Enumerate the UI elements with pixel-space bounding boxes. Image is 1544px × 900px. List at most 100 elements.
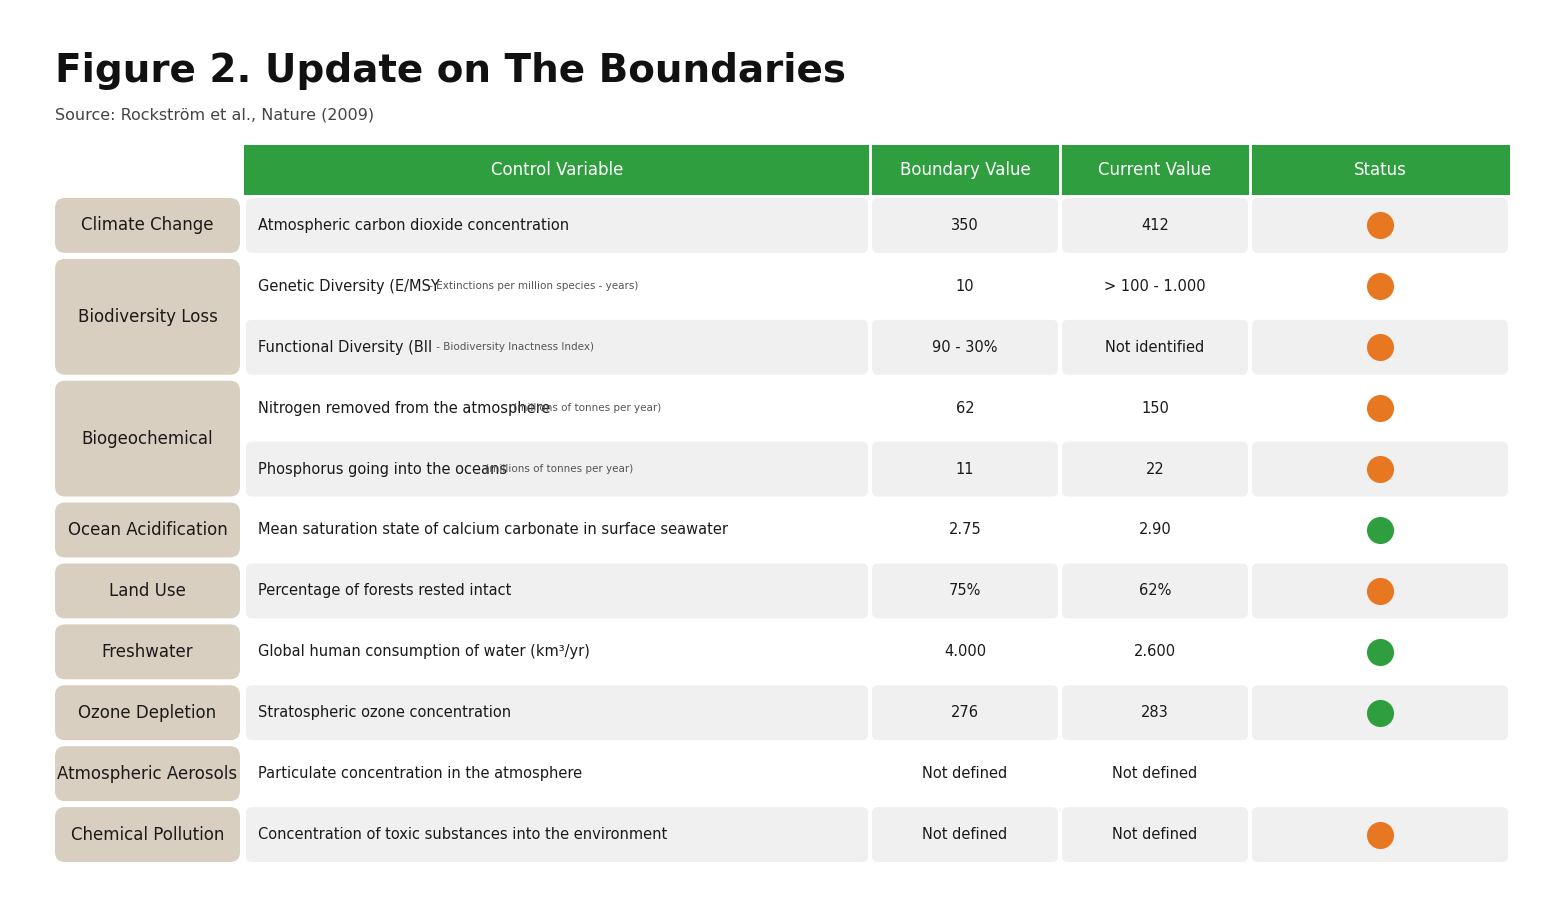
Text: Not identified: Not identified xyxy=(1106,340,1204,355)
Text: Chemical Pollution: Chemical Pollution xyxy=(71,825,224,843)
FancyBboxPatch shape xyxy=(56,381,239,497)
Text: Global human consumption of water (km³/yr): Global human consumption of water (km³/y… xyxy=(258,644,590,660)
FancyBboxPatch shape xyxy=(245,259,868,314)
FancyBboxPatch shape xyxy=(1062,685,1248,740)
Text: 2.600: 2.600 xyxy=(1133,644,1177,660)
FancyBboxPatch shape xyxy=(872,442,1058,497)
Text: Current Value: Current Value xyxy=(1098,161,1212,179)
FancyBboxPatch shape xyxy=(1252,807,1508,862)
FancyBboxPatch shape xyxy=(1252,502,1508,557)
Text: 412: 412 xyxy=(1141,218,1169,233)
Text: Boundary Value: Boundary Value xyxy=(900,161,1030,179)
FancyBboxPatch shape xyxy=(1252,320,1508,374)
FancyBboxPatch shape xyxy=(872,807,1058,862)
Text: 22: 22 xyxy=(1146,462,1164,477)
Text: Functional Diversity (BII: Functional Diversity (BII xyxy=(258,340,432,355)
FancyBboxPatch shape xyxy=(872,259,1058,314)
FancyBboxPatch shape xyxy=(1252,381,1508,436)
FancyBboxPatch shape xyxy=(1062,320,1248,374)
FancyBboxPatch shape xyxy=(1062,807,1248,862)
FancyBboxPatch shape xyxy=(245,746,868,801)
FancyBboxPatch shape xyxy=(1062,198,1248,253)
Text: Phosphorus going into the oceans: Phosphorus going into the oceans xyxy=(258,462,506,477)
Point xyxy=(1368,584,1393,598)
Text: (millions of tonnes per year): (millions of tonnes per year) xyxy=(510,403,661,413)
Text: Mean saturation state of calcium carbonate in surface seawater: Mean saturation state of calcium carbona… xyxy=(258,523,729,537)
FancyBboxPatch shape xyxy=(245,442,868,497)
FancyBboxPatch shape xyxy=(1062,502,1248,557)
Text: 283: 283 xyxy=(1141,706,1169,720)
FancyBboxPatch shape xyxy=(1062,259,1248,314)
Text: - Biodiversity Inactness Index): - Biodiversity Inactness Index) xyxy=(432,342,594,352)
Text: Atmospheric Aerosols: Atmospheric Aerosols xyxy=(57,765,238,783)
FancyBboxPatch shape xyxy=(245,807,868,862)
FancyBboxPatch shape xyxy=(245,381,868,436)
Point xyxy=(1368,401,1393,416)
FancyBboxPatch shape xyxy=(872,502,1058,557)
Text: Not defined: Not defined xyxy=(1112,766,1198,781)
Text: Particulate concentration in the atmosphere: Particulate concentration in the atmosph… xyxy=(258,766,582,781)
FancyBboxPatch shape xyxy=(245,198,868,253)
FancyBboxPatch shape xyxy=(1252,746,1508,801)
Bar xyxy=(244,145,869,195)
FancyBboxPatch shape xyxy=(56,198,239,253)
FancyBboxPatch shape xyxy=(872,685,1058,740)
Text: Freshwater: Freshwater xyxy=(102,643,193,661)
FancyBboxPatch shape xyxy=(56,746,239,801)
FancyBboxPatch shape xyxy=(872,198,1058,253)
Text: Percentage of forests rested intact: Percentage of forests rested intact xyxy=(258,583,511,599)
Text: Biogeochemical: Biogeochemical xyxy=(82,429,213,447)
Text: 10: 10 xyxy=(956,279,974,294)
FancyBboxPatch shape xyxy=(56,685,239,740)
Text: Land Use: Land Use xyxy=(110,582,185,600)
FancyBboxPatch shape xyxy=(1252,442,1508,497)
Text: 276: 276 xyxy=(951,706,979,720)
FancyBboxPatch shape xyxy=(1062,442,1248,497)
Point xyxy=(1368,827,1393,842)
FancyBboxPatch shape xyxy=(245,563,868,618)
FancyBboxPatch shape xyxy=(872,381,1058,436)
FancyBboxPatch shape xyxy=(245,625,868,680)
FancyBboxPatch shape xyxy=(56,502,239,557)
Point xyxy=(1368,706,1393,720)
Text: Not defined: Not defined xyxy=(922,766,1008,781)
FancyBboxPatch shape xyxy=(1062,746,1248,801)
FancyBboxPatch shape xyxy=(1252,625,1508,680)
Text: Nitrogen removed from the atmosphere: Nitrogen removed from the atmosphere xyxy=(258,400,550,416)
Point xyxy=(1368,340,1393,355)
Point xyxy=(1368,523,1393,537)
FancyBboxPatch shape xyxy=(245,685,868,740)
Point xyxy=(1368,219,1393,233)
FancyBboxPatch shape xyxy=(1062,563,1248,618)
FancyBboxPatch shape xyxy=(56,259,239,374)
Text: Climate Change: Climate Change xyxy=(82,217,213,235)
FancyBboxPatch shape xyxy=(872,746,1058,801)
Bar xyxy=(869,145,1061,195)
FancyBboxPatch shape xyxy=(245,320,868,374)
FancyBboxPatch shape xyxy=(872,563,1058,618)
FancyBboxPatch shape xyxy=(1252,259,1508,314)
FancyBboxPatch shape xyxy=(56,807,239,862)
Bar xyxy=(1061,145,1251,195)
FancyBboxPatch shape xyxy=(1252,685,1508,740)
Text: - Extinctions per million species - years): - Extinctions per million species - year… xyxy=(426,282,638,292)
FancyBboxPatch shape xyxy=(1252,198,1508,253)
Text: 62: 62 xyxy=(956,400,974,416)
FancyBboxPatch shape xyxy=(56,563,239,618)
Text: 4.000: 4.000 xyxy=(943,644,987,660)
Text: Biodiversity Loss: Biodiversity Loss xyxy=(77,308,218,326)
Text: Atmospheric carbon dioxide concentration: Atmospheric carbon dioxide concentration xyxy=(258,218,570,233)
Text: Source: Rockström et al., Nature (2009): Source: Rockström et al., Nature (2009) xyxy=(56,108,374,123)
Text: Not defined: Not defined xyxy=(922,827,1008,842)
Text: 2.90: 2.90 xyxy=(1138,523,1172,537)
FancyBboxPatch shape xyxy=(1252,563,1508,618)
Text: > 100 - 1.000: > 100 - 1.000 xyxy=(1104,279,1206,294)
Text: 11: 11 xyxy=(956,462,974,477)
FancyBboxPatch shape xyxy=(872,625,1058,680)
Text: Status: Status xyxy=(1354,161,1407,179)
FancyBboxPatch shape xyxy=(1062,381,1248,436)
FancyBboxPatch shape xyxy=(872,320,1058,374)
Text: Ocean Acidification: Ocean Acidification xyxy=(68,521,227,539)
Text: Not defined: Not defined xyxy=(1112,827,1198,842)
Text: 90 - 30%: 90 - 30% xyxy=(933,340,997,355)
